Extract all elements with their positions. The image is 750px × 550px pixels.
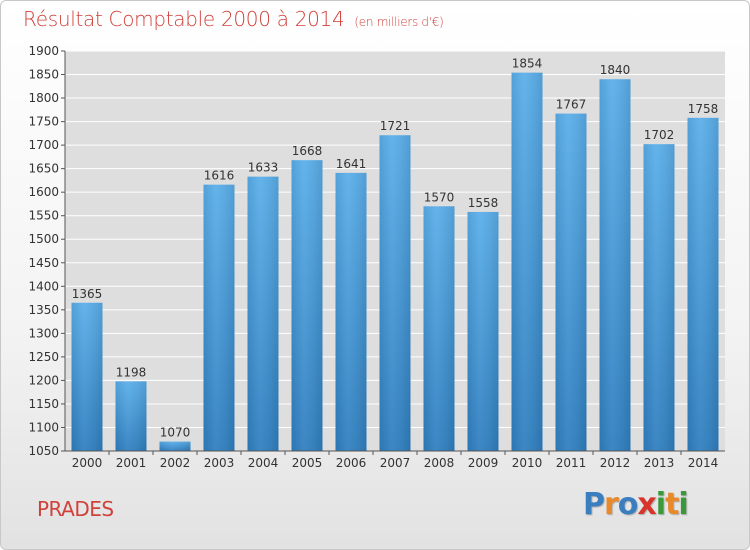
y-tick-label: 1850 bbox=[28, 68, 59, 82]
bar-shade bbox=[467, 211, 499, 451]
y-tick-label: 1100 bbox=[28, 420, 59, 434]
x-tick-label: 2004 bbox=[248, 456, 279, 470]
place-name: PRADES bbox=[37, 497, 114, 521]
bar-value-label: 1570 bbox=[424, 190, 455, 204]
bar-value-label: 1365 bbox=[72, 287, 103, 301]
bar-shade bbox=[335, 172, 367, 451]
logo-letter: r bbox=[604, 487, 619, 522]
bar-shade bbox=[423, 206, 455, 451]
bar-shade bbox=[687, 117, 719, 451]
bar-shade bbox=[71, 302, 103, 451]
y-tick-label: 1200 bbox=[28, 373, 59, 387]
y-tick-label: 1350 bbox=[28, 303, 59, 317]
x-tick-label: 2010 bbox=[512, 456, 543, 470]
logo-letter: t bbox=[665, 487, 679, 522]
proxiti-logo[interactable]: Proxiti bbox=[583, 487, 689, 522]
x-tick-label: 2014 bbox=[688, 456, 719, 470]
bar-shade bbox=[599, 79, 631, 451]
bar-value-label: 1641 bbox=[336, 157, 367, 171]
x-tick-label: 2006 bbox=[336, 456, 367, 470]
bar-value-label: 1070 bbox=[160, 426, 191, 440]
y-axis: 1050 1100 1150 1200 1250 1300 1350 1400 1450 1500… bbox=[28, 44, 66, 458]
logo-letter: P bbox=[583, 487, 605, 522]
y-tick-label: 1750 bbox=[28, 115, 59, 129]
logo-letter: o bbox=[617, 487, 639, 522]
logo-letter: i bbox=[678, 487, 688, 522]
y-tick-label: 1650 bbox=[28, 162, 59, 176]
bar-value-label: 1558 bbox=[468, 196, 499, 210]
x-tick-label: 2008 bbox=[424, 456, 455, 470]
bar-shade bbox=[555, 113, 587, 452]
x-tick-label: 2012 bbox=[600, 456, 631, 470]
bar-shade bbox=[115, 381, 147, 451]
x-tick-label: 2002 bbox=[160, 456, 191, 470]
bar-value-label: 1758 bbox=[688, 102, 719, 116]
bar-value-label: 1840 bbox=[600, 63, 631, 77]
y-tick-label: 1150 bbox=[28, 397, 59, 411]
x-tick-label: 2011 bbox=[556, 456, 587, 470]
x-tick-label: 2003 bbox=[204, 456, 235, 470]
bar-shade bbox=[379, 135, 411, 451]
bar-value-label: 1721 bbox=[380, 119, 411, 133]
bar-value-label: 1854 bbox=[512, 57, 543, 71]
y-tick-label: 1300 bbox=[28, 326, 59, 340]
x-tick-label: 2013 bbox=[644, 456, 675, 470]
logo-letter: x bbox=[637, 487, 656, 522]
bar-shade bbox=[291, 160, 323, 452]
bar-shade bbox=[511, 72, 543, 451]
y-tick-label: 1400 bbox=[28, 279, 59, 293]
unit-label: (en milliers d'€) bbox=[354, 15, 444, 29]
y-tick-label: 1900 bbox=[28, 44, 59, 58]
bar-value-label: 1702 bbox=[644, 128, 675, 142]
y-tick-label: 1600 bbox=[28, 185, 59, 199]
bar-value-label: 1616 bbox=[204, 169, 235, 183]
x-tick-label: 2000 bbox=[72, 456, 103, 470]
bar-value-label: 1767 bbox=[556, 98, 587, 112]
bar-shade bbox=[247, 176, 279, 451]
y-tick-label: 1050 bbox=[28, 444, 59, 458]
x-tick-label: 2005 bbox=[292, 456, 323, 470]
y-tick-label: 1550 bbox=[28, 209, 59, 223]
y-tick-label: 1700 bbox=[28, 138, 59, 152]
logo-letter: i bbox=[655, 487, 666, 522]
bar-shade bbox=[159, 441, 191, 451]
bar-value-label: 1633 bbox=[248, 161, 279, 175]
y-tick-label: 1450 bbox=[28, 256, 59, 270]
chart-title: Résultat Comptable 2000 à 2014 (en millie… bbox=[23, 7, 444, 31]
y-tick-label: 1800 bbox=[28, 91, 59, 105]
bar-shade bbox=[643, 144, 675, 452]
y-tick-label: 1500 bbox=[28, 232, 59, 246]
x-axis: 2000 2001 2002 2003 2004 2005 2006 2007 2008 2009… bbox=[65, 450, 725, 470]
bar-value-label: 1668 bbox=[292, 144, 323, 158]
bar-value-label: 1198 bbox=[116, 365, 147, 379]
x-tick-label: 2007 bbox=[380, 456, 411, 470]
x-tick-label: 2009 bbox=[468, 456, 499, 470]
bars: 1365 1198 1070 1616 1633 1668 1641 1721 1570 1558… bbox=[71, 57, 719, 452]
x-tick-label: 2001 bbox=[116, 456, 147, 470]
bar-shade bbox=[203, 184, 235, 451]
y-tick-label: 1250 bbox=[28, 350, 59, 364]
